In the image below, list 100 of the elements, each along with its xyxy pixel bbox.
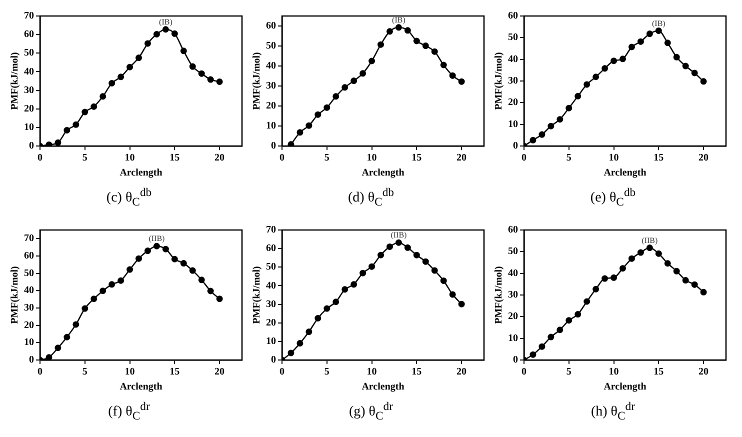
point	[296, 129, 304, 136]
y-tick-label: 10	[266, 336, 276, 348]
x-tick-label: 5	[566, 152, 572, 164]
point	[404, 244, 411, 251]
y-tick-label: 50	[508, 32, 518, 44]
y-tick-label: 30	[266, 80, 276, 92]
point	[431, 48, 438, 55]
point	[386, 243, 393, 250]
point	[350, 78, 358, 84]
point	[189, 267, 196, 274]
point	[584, 298, 590, 305]
y-tick-label: 30	[24, 84, 34, 96]
x-tick-label: 10	[608, 366, 619, 378]
y-tick-label: 70	[266, 224, 276, 236]
x-tick-label: 15	[412, 366, 422, 378]
y-tick-label: 20	[266, 317, 276, 328]
point	[566, 104, 572, 112]
x-tick-label: 0	[522, 366, 526, 378]
point	[574, 311, 582, 318]
point	[118, 74, 124, 80]
point	[620, 56, 626, 62]
point	[216, 296, 223, 302]
y-axis-title: PMF(kJ/mol)	[10, 266, 21, 324]
point	[556, 326, 564, 334]
point	[180, 48, 187, 54]
point	[610, 274, 618, 281]
y-tick-label: 60	[508, 10, 518, 22]
annotation: (IB)	[159, 17, 173, 26]
point	[592, 286, 600, 292]
y-tick-label: 20	[24, 320, 34, 331]
y-axis-title: PMF(kJ/mol)	[252, 266, 263, 324]
y-tick-label: 0	[29, 140, 34, 152]
point	[395, 24, 402, 31]
point	[171, 30, 178, 37]
x-tick-label: 5	[324, 366, 330, 378]
point	[566, 317, 572, 324]
x-tick-label: 20	[214, 366, 225, 378]
x-tick-label: 20	[456, 152, 467, 164]
point	[378, 252, 384, 258]
y-tick-label: 60	[24, 250, 34, 262]
y-tick-label: 20	[508, 97, 518, 108]
point	[602, 275, 608, 282]
y-tick-label: 10	[508, 118, 518, 130]
point	[592, 74, 600, 80]
point	[126, 64, 134, 70]
y-tick-label: 50	[266, 262, 276, 273]
x-tick-label: 10	[608, 152, 619, 164]
point	[180, 260, 187, 267]
y-tick-label: 30	[24, 302, 34, 314]
x-tick-label: 5	[324, 152, 330, 164]
y-tick-label: 40	[266, 60, 276, 72]
point	[628, 255, 635, 262]
y-tick-label: 50	[24, 268, 34, 279]
point	[54, 139, 62, 146]
point	[108, 281, 116, 288]
point	[449, 291, 456, 298]
x-tick-label: 0	[522, 152, 526, 164]
x-tick-label: 15	[412, 152, 422, 164]
point	[46, 354, 52, 360]
point	[395, 239, 402, 246]
y-tick-label: 50	[266, 40, 276, 52]
annotation: (IIB)	[642, 236, 658, 245]
point	[556, 116, 564, 123]
point	[153, 30, 160, 38]
point	[342, 286, 348, 293]
y-tick-label: 10	[24, 122, 34, 134]
y-tick-label: 40	[24, 285, 34, 296]
x-tick-label: 10	[124, 366, 135, 378]
y-tick-label: 30	[266, 298, 276, 310]
x-tick-label: 20	[698, 152, 709, 164]
x-tick-label: 15	[170, 366, 180, 378]
point	[664, 260, 671, 267]
y-tick-label: 60	[266, 20, 276, 32]
point	[314, 314, 322, 322]
point	[64, 334, 70, 340]
point	[700, 288, 707, 296]
y-tick-label: 0	[513, 354, 518, 366]
y-tick-label: 40	[508, 268, 518, 279]
point	[413, 38, 420, 44]
point	[72, 121, 80, 128]
y-tick-label: 70	[24, 10, 34, 22]
point	[610, 58, 618, 64]
point	[126, 266, 134, 273]
x-tick-label: 0	[38, 152, 42, 164]
point	[288, 350, 294, 356]
point	[100, 288, 106, 294]
y-tick-label: 40	[508, 54, 518, 65]
x-tick-label: 15	[654, 366, 664, 378]
point	[458, 78, 465, 85]
point	[458, 300, 465, 308]
point	[332, 298, 340, 306]
x-axis-title: Arclength	[362, 168, 405, 179]
y-tick-label: 60	[508, 224, 518, 236]
point	[530, 136, 536, 144]
point	[548, 334, 554, 340]
point	[332, 93, 340, 100]
point	[306, 122, 312, 129]
x-tick-label: 20	[698, 366, 709, 378]
x-tick-label: 15	[170, 152, 180, 164]
y-tick-label: 30	[508, 76, 518, 87]
